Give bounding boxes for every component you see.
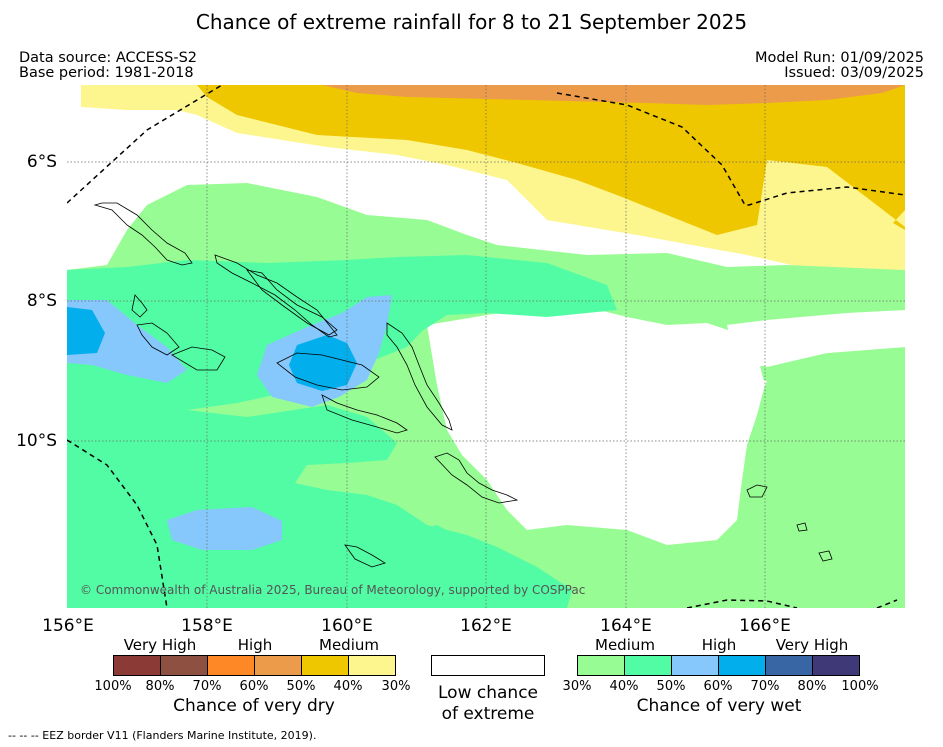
lon-label-164: 164°E (600, 616, 652, 636)
dry-swatch-1 (113, 655, 161, 676)
dry-swatch-6 (348, 655, 396, 676)
low-chance-area-2 (672, 425, 737, 500)
lon-label-162: 162°E (460, 616, 512, 636)
santa-isabel-coast (246, 269, 338, 336)
lon-label-156: 156°E (42, 616, 94, 636)
wet-tick-30: 30% (562, 679, 592, 694)
meta-right: Model Run: 01/09/2025 Issued: 03/09/2025 (755, 51, 924, 81)
neutral-caption-line1: Low chance (438, 683, 538, 703)
dry-category-medium: Medium (319, 636, 379, 654)
lon-label-158: 158°E (181, 616, 233, 636)
rainfall-map (67, 85, 905, 608)
wet-tick-60: 60% (703, 679, 733, 694)
dry-tick-80: 80% (145, 679, 175, 694)
eez-borders (67, 85, 905, 608)
copyright-notice: © Commonwealth of Australia 2025, Bureau… (80, 583, 586, 597)
dry-category-high: High (237, 636, 273, 654)
wet-high-region-south (167, 507, 282, 550)
bougainville-coast (93, 202, 193, 266)
model-run: Model Run: 01/09/2025 (754, 50, 924, 66)
guadalcanal-coast (276, 352, 380, 391)
wet-swatch-3 (671, 655, 719, 676)
base-period: Base period: 1981-2018 (19, 65, 194, 81)
wet-very-high-region-west (67, 307, 105, 355)
low-chance-area-1 (427, 307, 765, 545)
lat-label-10s: 10°S (16, 431, 57, 451)
dry-tick-70: 70% (192, 679, 222, 694)
neutral-swatch (431, 655, 545, 676)
dry-tick-100: 100% (94, 679, 132, 694)
low-chance-area-3 (657, 375, 767, 430)
wet-tick-100: 100% (841, 679, 879, 694)
wet-tick-80: 80% (797, 679, 827, 694)
wet-swatch-1 (577, 655, 625, 676)
wet-very-high-region-central (289, 335, 357, 391)
dry-orange-region (322, 85, 905, 105)
issued-date: Issued: 03/09/2025 (784, 65, 924, 81)
wet-tick-70: 70% (750, 679, 780, 694)
malaita-coast (386, 322, 453, 431)
wet-category-high: High (701, 636, 737, 654)
dry-swatch-5 (301, 655, 349, 676)
wet-medium-region-east (402, 525, 465, 577)
dry-tick-40: 40% (333, 679, 363, 694)
santa-cruz-coast (746, 484, 833, 562)
dry-swatch-3 (207, 655, 255, 676)
dry-swatch-2 (160, 655, 208, 676)
dry-swatch-4 (254, 655, 302, 676)
dry-medium-region (197, 85, 905, 235)
dry-tick-60: 60% (239, 679, 269, 694)
wet-legend-caption: Chance of very wet (636, 696, 802, 716)
lon-label-166: 166°E (739, 616, 791, 636)
wet-swatch-5 (765, 655, 813, 676)
lat-label-6s: 6°S (26, 152, 57, 172)
makira-coast (321, 394, 408, 434)
new-georgia-coast (131, 294, 226, 371)
eez-footnote: -- -- -- EEZ border V11 (Flanders Marine… (8, 729, 317, 742)
meta-left: Data source: ACCESS-S2 Base period: 1981… (19, 51, 197, 81)
wet-category-medium: Medium (595, 636, 655, 654)
wet-swatch-2 (624, 655, 672, 676)
low-chance-area-4 (732, 325, 905, 367)
dry-tick-30: 30% (381, 679, 411, 694)
wet-category-very-high: Very High (775, 636, 849, 654)
data-source: Data source: ACCESS-S2 (19, 50, 198, 66)
lon-label-160: 160°E (321, 616, 373, 636)
coastlines (93, 202, 833, 568)
wet-swatch-6 (812, 655, 860, 676)
neutral-caption-line2: of extreme (441, 704, 535, 724)
map-title: Chance of extreme rainfall for 8 to 21 S… (195, 10, 748, 34)
dry-legend-caption: Chance of very dry (173, 696, 335, 716)
wet-tick-50: 50% (656, 679, 686, 694)
wet-tick-40: 40% (609, 679, 639, 694)
lat-label-8s: 8°S (26, 291, 57, 311)
wet-swatch-4 (718, 655, 766, 676)
dry-category-very-high: Very High (123, 636, 197, 654)
eastern-islands-coast (344, 544, 386, 568)
dry-tick-50: 50% (286, 679, 316, 694)
rennell-coast (434, 452, 519, 504)
